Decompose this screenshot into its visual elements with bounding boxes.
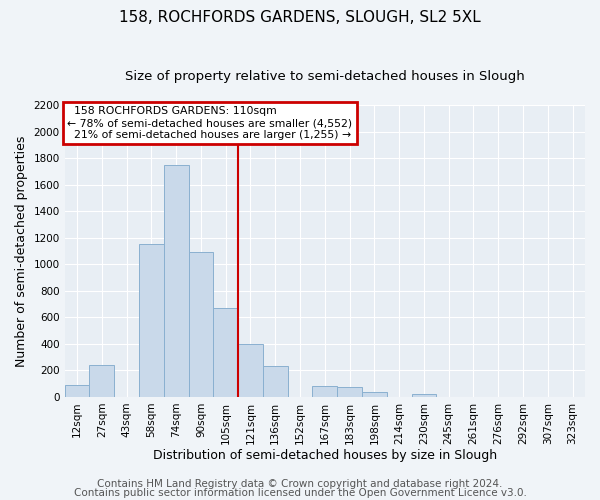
Bar <box>89 365 114 397</box>
Bar <box>65 385 89 397</box>
Bar <box>362 392 387 397</box>
Bar <box>238 344 263 397</box>
Bar <box>337 387 362 397</box>
Bar <box>313 386 337 397</box>
Bar <box>164 164 188 397</box>
Text: Contains HM Land Registry data © Crown copyright and database right 2024.: Contains HM Land Registry data © Crown c… <box>97 479 503 489</box>
Bar <box>263 366 287 397</box>
Title: Size of property relative to semi-detached houses in Slough: Size of property relative to semi-detach… <box>125 70 525 83</box>
Text: 158 ROCHFORDS GARDENS: 110sqm
← 78% of semi-detached houses are smaller (4,552)
: 158 ROCHFORDS GARDENS: 110sqm ← 78% of s… <box>67 106 352 140</box>
Bar <box>188 252 214 397</box>
Bar <box>214 308 238 397</box>
Y-axis label: Number of semi-detached properties: Number of semi-detached properties <box>15 136 28 366</box>
Bar <box>139 244 164 397</box>
Text: Contains public sector information licensed under the Open Government Licence v3: Contains public sector information licen… <box>74 488 526 498</box>
Bar <box>412 394 436 397</box>
Text: 158, ROCHFORDS GARDENS, SLOUGH, SL2 5XL: 158, ROCHFORDS GARDENS, SLOUGH, SL2 5XL <box>119 10 481 25</box>
X-axis label: Distribution of semi-detached houses by size in Slough: Distribution of semi-detached houses by … <box>153 450 497 462</box>
